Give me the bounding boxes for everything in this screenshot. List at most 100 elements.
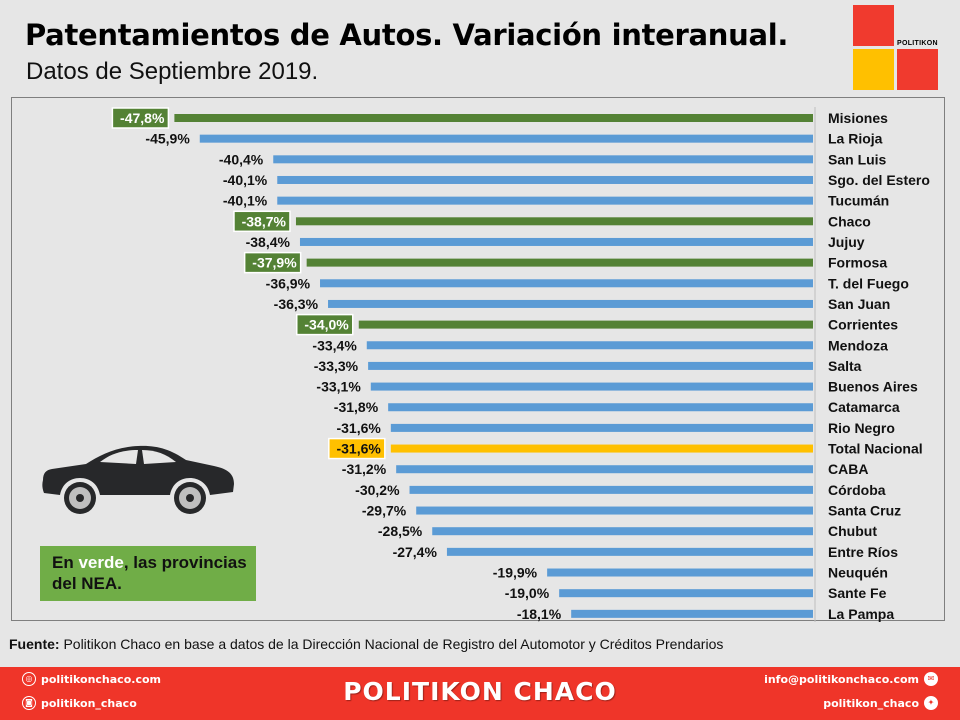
bar-total-nacional: [390, 444, 813, 453]
bar-la-rioja: [199, 134, 813, 143]
footer-brand: POLITIKON CHACO: [343, 677, 617, 706]
category-label: Entre Ríos: [828, 544, 898, 560]
footer-instagram-text: politikon_chaco: [41, 696, 137, 710]
value-label: -19,0%: [505, 585, 550, 601]
category-label: San Luis: [828, 151, 887, 167]
category-label: CABA: [828, 461, 868, 477]
value-label: -31,8%: [334, 399, 379, 415]
footer-email[interactable]: info@politikonchaco.com ✉: [764, 672, 938, 686]
category-label: Chaco: [828, 213, 871, 229]
bar-t-del-fuego: [320, 279, 813, 288]
category-label: San Juan: [828, 296, 890, 312]
source-note: Fuente: Politikon Chaco en base a datos …: [9, 636, 723, 652]
value-label: -40,1%: [223, 193, 268, 209]
value-label: -33,4%: [312, 337, 357, 353]
category-label: Corrientes: [828, 317, 898, 333]
value-label-box: [233, 210, 291, 233]
value-label: -40,1%: [223, 172, 268, 188]
bar-sante-fe: [559, 589, 813, 598]
category-label: Formosa: [828, 255, 887, 271]
category-label: Córdoba: [828, 482, 886, 498]
category-label: Buenos Aires: [828, 379, 918, 395]
bar-la-pampa: [571, 609, 813, 618]
category-label: Mendoza: [828, 337, 888, 353]
value-label: -45,9%: [145, 131, 190, 147]
value-label: -40,4%: [219, 151, 264, 167]
value-label: -33,1%: [316, 379, 361, 395]
source-label: Fuente:: [9, 636, 60, 652]
bar-salta: [368, 361, 813, 370]
value-label: -38,7%: [242, 213, 287, 229]
value-label-box: [111, 107, 170, 129]
bar-san-luis: [273, 155, 814, 164]
footer-website-text: politikonchaco.com: [41, 672, 161, 686]
logo-text: POLITIKON: [897, 40, 938, 47]
bar-caba: [396, 465, 813, 474]
chart-subtitle: Datos de Septiembre 2019.: [26, 58, 319, 85]
category-label: Rio Negro: [828, 420, 895, 436]
twitter-icon: ✦: [924, 696, 938, 710]
value-label: -37,9%: [252, 255, 297, 271]
bar-chubut: [432, 527, 813, 536]
category-label: Neuquén: [828, 565, 888, 581]
category-label: Tucumán: [828, 193, 889, 209]
bar-san-juan: [328, 299, 813, 308]
bar-mendoza: [366, 341, 813, 350]
footer-website[interactable]: ◎ politikonchaco.com: [22, 672, 161, 686]
footer-twitter[interactable]: politikon_chaco ✦: [823, 696, 938, 710]
value-label: -19,9%: [493, 565, 538, 581]
bar-santa-cruz: [416, 506, 813, 515]
legend-highlight: verde: [78, 553, 124, 572]
category-label: Sgo. del Estero: [828, 172, 930, 188]
value-label: -47,8%: [120, 110, 165, 126]
logo-square-yellow: [853, 49, 894, 90]
legend-note: En verde, las provincias del NEA.: [40, 546, 256, 601]
bar-catamarca: [388, 403, 813, 412]
chart-title: Patentamientos de Autos. Variación inter…: [25, 18, 789, 52]
footer-email-text: info@politikonchaco.com: [764, 672, 919, 686]
bar-c-rdoba: [409, 485, 813, 494]
value-label: -31,6%: [336, 420, 381, 436]
value-label: -38,4%: [246, 234, 291, 250]
category-label: La Rioja: [828, 131, 883, 147]
chart-frame: [11, 97, 945, 621]
bar-entre-r-os: [446, 547, 813, 556]
bar-corrientes: [358, 320, 813, 329]
category-label: Catamarca: [828, 399, 900, 415]
legend-prefix: En: [52, 553, 79, 572]
category-label: Jujuy: [828, 234, 865, 250]
value-label-box: [243, 251, 302, 274]
bar-sgo-del-estero: [277, 175, 813, 184]
footer-bar: ◎ politikonchaco.com ◙ politikon_chaco P…: [0, 667, 960, 720]
value-label: -18,1%: [517, 606, 562, 622]
value-label: -36,9%: [266, 275, 311, 291]
value-label-box: [328, 437, 386, 460]
footer-instagram[interactable]: ◙ politikon_chaco: [22, 696, 137, 710]
value-label: -28,5%: [378, 523, 423, 539]
logo-square-red-bottom: [897, 49, 938, 90]
category-label: Misiones: [828, 110, 888, 126]
globe-icon: ◎: [22, 672, 36, 686]
value-label: -33,3%: [314, 358, 359, 374]
bar-buenos-aires: [370, 382, 813, 391]
value-label: -36,3%: [274, 296, 319, 312]
category-label: T. del Fuego: [828, 275, 909, 291]
logo-square-red-top: [853, 5, 894, 46]
bar-misiones: [174, 114, 814, 122]
category-label: Santa Cruz: [828, 503, 901, 519]
bar-chaco: [295, 217, 813, 226]
mail-icon: ✉: [924, 672, 938, 686]
category-label: Chubut: [828, 523, 877, 539]
source-text: Politikon Chaco en base a datos de la Di…: [59, 636, 724, 652]
value-label: -27,4%: [393, 544, 438, 560]
legend-suffix: , las provincias del NEA.: [52, 553, 247, 593]
value-label: -34,0%: [304, 317, 349, 333]
value-label-box: [296, 313, 354, 336]
category-label: La Pampa: [828, 606, 894, 622]
politikon-logo: POLITIKON: [853, 5, 943, 93]
instagram-icon: ◙: [22, 696, 36, 710]
footer-twitter-text: politikon_chaco: [823, 696, 919, 710]
bar-tucum-n: [277, 196, 813, 205]
value-label: -30,2%: [355, 482, 400, 498]
